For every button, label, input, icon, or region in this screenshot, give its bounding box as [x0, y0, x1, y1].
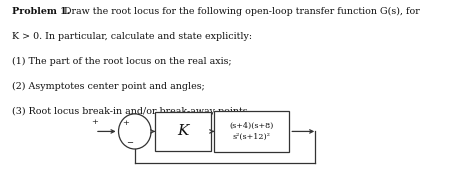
Text: Draw the root locus for the following open-loop transfer function G(s), for: Draw the root locus for the following op…: [61, 7, 419, 16]
Text: (2) Asymptotes center point and angles;: (2) Asymptotes center point and angles;: [11, 82, 204, 91]
FancyBboxPatch shape: [214, 111, 289, 152]
Text: +: +: [122, 119, 129, 127]
FancyBboxPatch shape: [155, 112, 211, 151]
Text: (3) Root locus break-in and/or break-away points.: (3) Root locus break-in and/or break-awa…: [11, 107, 250, 116]
Text: −: −: [127, 139, 133, 147]
Text: K > 0. In particular, calculate and state explicitly:: K > 0. In particular, calculate and stat…: [11, 32, 252, 41]
Text: (1) The part of the root locus on the real axis;: (1) The part of the root locus on the re…: [11, 57, 231, 66]
Text: K: K: [177, 124, 189, 138]
Text: Problem 1.: Problem 1.: [11, 7, 70, 16]
Text: s²(s+12)²: s²(s+12)²: [233, 133, 271, 141]
Text: (s+4)(s+8): (s+4)(s+8): [230, 122, 274, 130]
Text: +: +: [91, 118, 99, 126]
